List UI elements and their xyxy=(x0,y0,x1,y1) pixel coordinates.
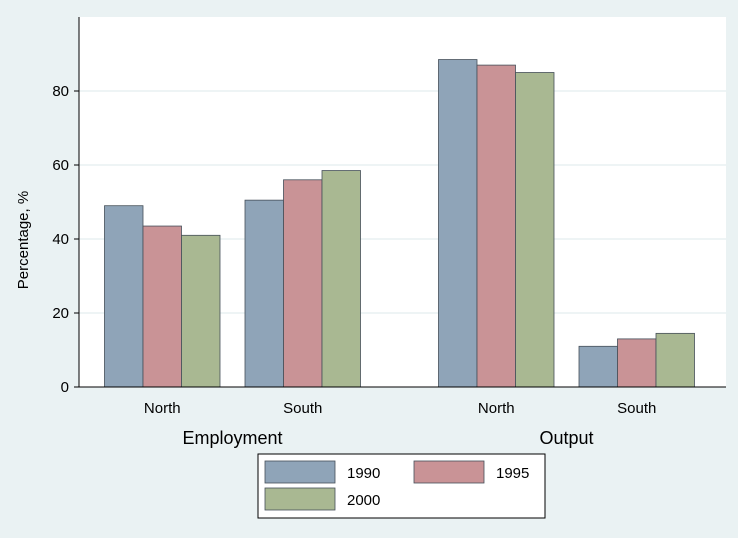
legend-label: 1990 xyxy=(347,465,380,482)
legend-label: 2000 xyxy=(347,492,380,509)
y-tick-label: 0 xyxy=(61,379,69,396)
bars xyxy=(104,59,695,388)
bar xyxy=(142,225,182,388)
bar xyxy=(244,199,284,388)
y-tick-label: 20 xyxy=(52,305,69,322)
legend-swatch xyxy=(264,460,336,484)
bar xyxy=(617,338,657,388)
bar xyxy=(283,179,323,388)
legend-swatch xyxy=(264,487,336,511)
bar xyxy=(181,234,221,388)
y-ticks: 0 20 40 60 80 xyxy=(52,83,79,396)
bar xyxy=(321,170,361,388)
group-label: Employment xyxy=(182,428,282,448)
bar xyxy=(578,345,618,388)
legend-label: 1995 xyxy=(496,465,529,482)
legend-swatch xyxy=(413,460,485,484)
category-label: South xyxy=(283,400,322,417)
bar xyxy=(476,64,516,388)
bar xyxy=(515,72,555,388)
legend: 1990 1995 2000 xyxy=(257,453,546,519)
y-tick-label: 60 xyxy=(52,157,69,174)
bar xyxy=(104,205,144,388)
category-label: South xyxy=(617,400,656,417)
bar xyxy=(438,59,478,388)
category-label: North xyxy=(144,400,181,417)
y-tick-label: 40 xyxy=(52,231,69,248)
y-tick-label: 80 xyxy=(52,83,69,100)
category-label: North xyxy=(478,400,515,417)
y-axis-title: Percentage, % xyxy=(15,191,32,289)
bar xyxy=(655,332,695,388)
group-label: Output xyxy=(539,428,593,448)
